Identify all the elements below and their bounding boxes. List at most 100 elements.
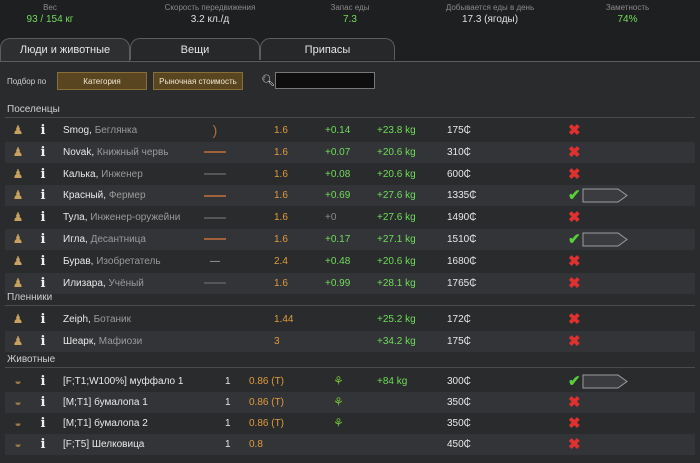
pawn-name: Шеарк, Мафиози — [63, 331, 142, 352]
remove-from-caravan-toggle[interactable]: ✖ — [568, 309, 588, 330]
separator: , — [89, 125, 95, 136]
carry-capacity: +23.8 kg — [377, 125, 416, 136]
remove-from-caravan-toggle[interactable]: ✖ — [568, 434, 588, 455]
bow-weapon-icon: ) — [212, 122, 218, 138]
animal-name: [M;T1] бумалопа 2 — [63, 418, 148, 429]
transfer-arrow-button[interactable] — [582, 188, 628, 203]
plant-icon-glyph: ⚘ — [333, 374, 344, 388]
add-to-caravan-toggle[interactable]: ✔ — [568, 229, 588, 250]
remove-from-caravan-toggle[interactable]: ✖ — [568, 207, 588, 228]
search-input[interactable] — [275, 72, 375, 89]
gun-weapon-icon — [195, 273, 235, 294]
carry-capacity: +27.6 kg — [377, 190, 416, 202]
remove-from-caravan-toggle[interactable]: ✖ — [568, 142, 588, 163]
animal-portrait-icon: ◒ — [14, 416, 22, 430]
info-icon[interactable]: i — [40, 144, 46, 160]
plant-icon: ⚘ — [333, 413, 347, 434]
move-speed: 2.4 — [274, 255, 288, 267]
mass-gain: +0.08 — [325, 168, 351, 180]
stat-value: 7.3 — [343, 14, 357, 25]
tameness: 1 — [225, 376, 231, 387]
pawn-name: Zeiph, Ботаник — [63, 309, 131, 330]
pawn-portrait-icon: ♟ — [12, 166, 24, 181]
remove-from-caravan-toggle[interactable]: ✖ — [568, 273, 588, 294]
x-icon: ✖ — [568, 274, 581, 292]
remove-from-caravan-toggle[interactable]: ✖ — [568, 120, 588, 141]
info-icon[interactable]: i — [40, 232, 46, 247]
market-value: 1765₵ — [447, 277, 477, 289]
x-icon: ✖ — [568, 436, 581, 453]
pawn-portrait-icon: ♟ — [12, 253, 24, 268]
separator: , — [102, 277, 109, 289]
table-row: ♟ i Красный, Фермер 1.6 +0.69 +27.6 kg 1335₵ ✔ — [5, 185, 695, 207]
info-icon[interactable]: i — [40, 312, 46, 327]
tab-items[interactable]: Вещи — [130, 38, 260, 60]
tab-pawns[interactable]: Люди и животные — [0, 38, 130, 62]
separator: , — [85, 234, 91, 245]
market-value: 310₵ — [447, 146, 471, 158]
pawn-name-text: Красный — [63, 190, 104, 202]
market-value: 175₵ — [447, 125, 471, 136]
stat-label: Запас еды — [330, 3, 370, 12]
transfer-arrow-button[interactable] — [582, 232, 628, 247]
add-to-caravan-toggle[interactable]: ✔ — [568, 185, 588, 206]
pawn-name: Красный, Фермер — [63, 185, 146, 206]
stat-value: 74% — [617, 14, 638, 25]
stick-weapon-icon — [195, 229, 235, 250]
market-value: 600₵ — [447, 168, 471, 180]
remove-from-caravan-toggle[interactable]: ✖ — [568, 251, 588, 272]
move-speed: 1.6 — [274, 168, 288, 180]
move-speed: 1.6 — [274, 190, 288, 202]
pawn-name: Бурав, Изобретатель — [63, 251, 161, 272]
pawn-title: Десантница — [90, 234, 146, 245]
info-icon[interactable]: i — [40, 416, 46, 431]
info-icon[interactable]: i — [40, 123, 46, 138]
market-value: 175₵ — [447, 336, 471, 347]
info-icon[interactable]: i — [40, 188, 46, 204]
plant-icon: ⚘ — [333, 392, 347, 413]
x-icon: ✖ — [568, 333, 581, 350]
info-icon[interactable]: i — [40, 374, 46, 389]
transfer-arrow-button[interactable] — [582, 374, 628, 389]
stick-weapon-icon — [195, 185, 235, 206]
move-speed: 1.6 — [274, 146, 288, 158]
table-row: ♟ i Тула, Инженер-оружейни 1.6 +0 +27.6 kg 149… — [5, 207, 695, 228]
pawn-title: Фермер — [108, 190, 146, 202]
remove-from-caravan-toggle[interactable]: ✖ — [568, 164, 588, 185]
sort-category-button[interactable]: Категория — [57, 72, 147, 90]
table-row: ♟ i Smog, Беглянка) 1.6 +0.14 +23.8 kg 175₵ ✖ — [5, 120, 695, 141]
table-row: ◒ i [F;T1;W100%] муффало 1 1 0.86 (T) ⚘ +84 kg… — [5, 371, 695, 392]
animal-portrait-icon: ◒ — [14, 437, 22, 451]
mass-gain: +0.07 — [325, 146, 351, 158]
remove-from-caravan-toggle[interactable]: ✖ — [568, 413, 588, 434]
caravan-stats-bar: Вес 93 / 154 кг Скорость передвижения 3.… — [0, 0, 700, 36]
market-value: 300₵ — [447, 376, 471, 387]
stat-value: 3.2 кл./д — [190, 14, 230, 25]
info-icon[interactable]: i — [40, 210, 46, 226]
pawn-name: Тула, Инженер-оружейни — [63, 207, 180, 228]
sort-label: Подбор по — [7, 77, 47, 86]
gun-shape — [204, 281, 226, 284]
info-icon[interactable]: i — [40, 166, 46, 182]
info-icon[interactable]: i — [40, 275, 46, 291]
info-icon[interactable]: i — [40, 334, 46, 349]
tameness: 1 — [225, 418, 231, 429]
table-row: ♟ i Игла, Десантница 1.6 +0.17 +27.1 kg 1510₵ ✔ — [5, 229, 695, 250]
pawn-portrait-icon: ♟ — [12, 275, 24, 290]
info-icon[interactable]: i — [40, 253, 46, 269]
remove-from-caravan-toggle[interactable]: ✖ — [568, 331, 588, 352]
pawn-title: Изобретатель — [96, 255, 161, 267]
tab-supplies[interactable]: Припасы — [260, 38, 395, 60]
search-icon: 🔍︎ — [261, 75, 275, 87]
info-icon[interactable]: i — [40, 395, 46, 410]
add-to-caravan-toggle[interactable]: ✔ — [568, 371, 588, 392]
knife-weapon-icon: — — [210, 255, 220, 267]
stat-value: 17.3 (ягоды) — [461, 14, 519, 25]
mass-gain: +0.48 — [325, 255, 351, 267]
market-value: 1490₵ — [447, 212, 477, 224]
plant-icon: ⚘ — [333, 371, 347, 392]
remove-from-caravan-toggle[interactable]: ✖ — [568, 392, 588, 413]
pawn-portrait-icon: ♟ — [12, 210, 24, 225]
sort-market-value-button[interactable]: Рыночная стоимость — [153, 72, 243, 90]
info-icon[interactable]: i — [40, 437, 46, 452]
